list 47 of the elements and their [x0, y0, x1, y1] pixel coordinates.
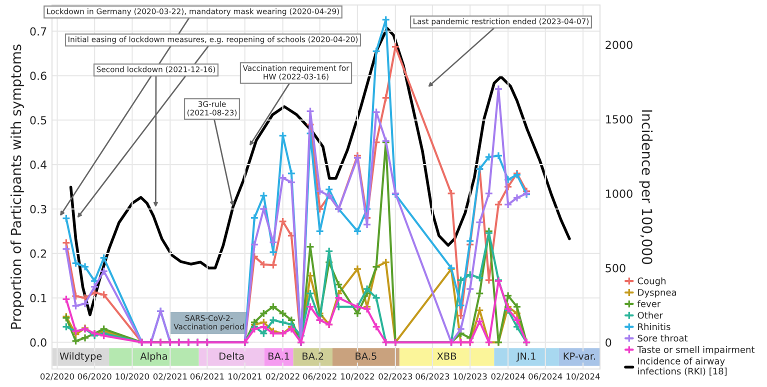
- x-tick-label: 10/2023: [454, 373, 487, 380]
- legend-label: Other: [638, 312, 663, 319]
- y2-tick-label: 2000: [606, 40, 632, 50]
- y-tick-label: 0.4: [30, 160, 47, 169]
- band-label: BA.5: [356, 352, 376, 360]
- band-label: BA.1: [268, 352, 290, 360]
- legend-label: Rhinitis: [638, 323, 670, 330]
- x-tick-label: 02/2022: [266, 373, 300, 380]
- y2-tick-label: 0: [606, 338, 612, 347]
- y2-tick-label: 500: [606, 264, 626, 272]
- band-label: Delta: [220, 352, 244, 360]
- y-tick-label: 0.0: [30, 338, 46, 347]
- x-tick-label: 02/2023: [378, 373, 412, 380]
- x-tick-label: 10/2024: [566, 373, 600, 380]
- y2-axis-title: Incidence per 100,000: [639, 110, 653, 264]
- x-tick-label: 02/2020: [40, 373, 74, 380]
- x-tick-label: 02/2021: [153, 373, 187, 380]
- x-tick-label: 06/2022: [303, 373, 336, 380]
- y2-tick-label: 1000: [606, 190, 632, 198]
- x-tick-label: 06/2021: [190, 373, 224, 380]
- x-tick-label: 02/2024: [491, 373, 525, 380]
- legend-label: Cough: [638, 277, 666, 286]
- x-tick-label: 10/2020: [116, 373, 149, 380]
- band-label: Wildtype: [60, 352, 102, 362]
- y-tick-label: 0.1: [30, 294, 46, 302]
- y-tick-label: 0.3: [30, 204, 46, 214]
- legend-label: Taste or smell impairment: [637, 346, 755, 355]
- band-label: JN.1: [516, 352, 536, 362]
- x-tick-label: 06/2020: [78, 373, 112, 380]
- y-tick-label: 0.5: [30, 116, 46, 124]
- band-label: BA.2: [302, 352, 324, 360]
- y-tick-label: 0.2: [30, 249, 46, 258]
- y-tick-label: 0.7: [30, 27, 46, 36]
- legend-label: Sore throat: [638, 334, 688, 342]
- legend-label: Dyspnea: [638, 289, 676, 298]
- legend-label: fever: [637, 300, 661, 308]
- y-tick-label: 0.6: [30, 72, 46, 80]
- x-tick-label: 10/2022: [341, 373, 374, 380]
- x-tick-label: 06/2024: [528, 373, 562, 380]
- x-tick-label: 10/2021: [228, 373, 262, 380]
- x-tick-label: 06/2023: [416, 373, 450, 380]
- band-label: Alpha: [140, 352, 167, 362]
- legend-label: Incidence of airway infections (RKI) [18]: [638, 357, 727, 376]
- y2-tick-label: 1500: [606, 115, 632, 124]
- band-label: KP-var.: [564, 352, 596, 360]
- y-axis-title: Proportion of Participants with symptoms: [10, 44, 24, 329]
- band-label: XBB: [437, 352, 456, 360]
